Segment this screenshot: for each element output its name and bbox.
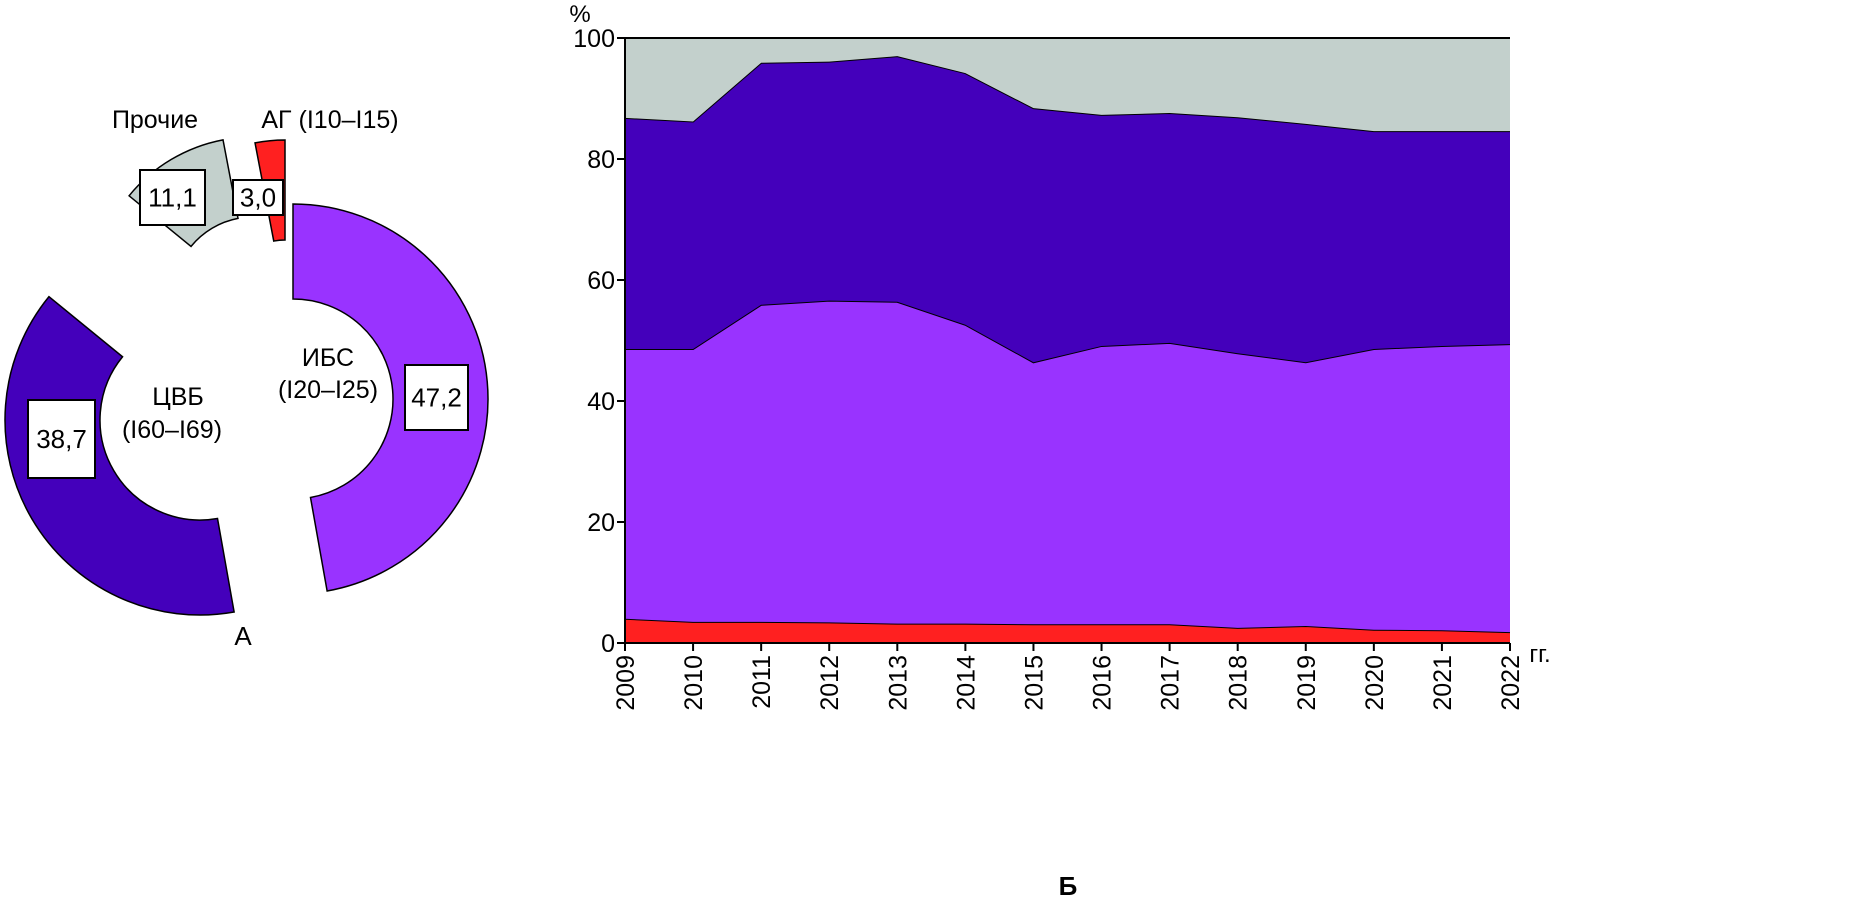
value-label-box: [404, 364, 469, 431]
x-tick-label: 2013: [884, 655, 912, 711]
y-tick-label: 40: [587, 388, 615, 416]
slice-label: ИБС: [302, 344, 354, 372]
x-tick-label: 2017: [1157, 655, 1185, 711]
x-tick-label: 2020: [1361, 655, 1389, 711]
y-tick-label: 100: [573, 25, 615, 53]
y-axis-unit: %: [569, 1, 590, 28]
y-tick-label: 20: [587, 509, 615, 537]
panel-label-b: Б: [1059, 871, 1078, 900]
x-tick-label: 2019: [1293, 655, 1321, 711]
value-label-box: [27, 399, 96, 479]
stacked-area-chart: 0 20 40 60 80 100 2009 2010 2011 2012 2013 2014 2015…: [573, 25, 1525, 711]
slice-code-label: (I20–I25): [278, 376, 378, 404]
value-label: 3,0: [240, 183, 276, 213]
area-series-ibs: [625, 300, 1510, 633]
slice-label: Прочие: [112, 106, 198, 134]
y-tick-label: 80: [587, 146, 615, 174]
donut-chart: 47,2 ИБС (I20–I25) 38,7 ЦВБ (I60–I69) 11,1 Проч…: [4, 106, 489, 616]
x-tick-label: 2016: [1089, 655, 1117, 711]
y-tick-label: 60: [587, 267, 615, 295]
value-label: 11,1: [148, 183, 197, 213]
x-tick-label: 2012: [816, 655, 844, 711]
area-series-ag: [625, 618, 1510, 643]
value-label: 47,2: [411, 383, 462, 413]
x-tick-label: 2009: [612, 655, 640, 711]
x-tick-label: 2014: [952, 655, 980, 711]
donut-slice-0: [292, 203, 489, 592]
slice-code-label: (I60–I69): [122, 416, 222, 444]
area-series-other: [625, 38, 1510, 132]
value-label-box: [232, 179, 284, 216]
y-tick-label: 0: [601, 630, 615, 658]
slice-label: АГ (I10–I15): [261, 106, 398, 134]
value-label: 38,7: [36, 424, 87, 454]
donut-slice-1: [4, 295, 235, 616]
value-label-box: [139, 169, 206, 226]
panel-label-a: А: [234, 621, 252, 651]
x-tick-label: 2010: [680, 655, 708, 711]
x-tick-label: 2018: [1225, 655, 1253, 711]
x-tick-label: 2021: [1429, 655, 1457, 711]
x-tick-label: 2011: [748, 655, 776, 709]
x-tick-label: 2015: [1020, 655, 1048, 711]
slice-label: ЦВБ: [152, 383, 204, 411]
x-tick-label: 2022: [1497, 655, 1525, 711]
area-series-cvb: [625, 56, 1510, 363]
x-axis-unit: гг.: [1529, 641, 1550, 668]
